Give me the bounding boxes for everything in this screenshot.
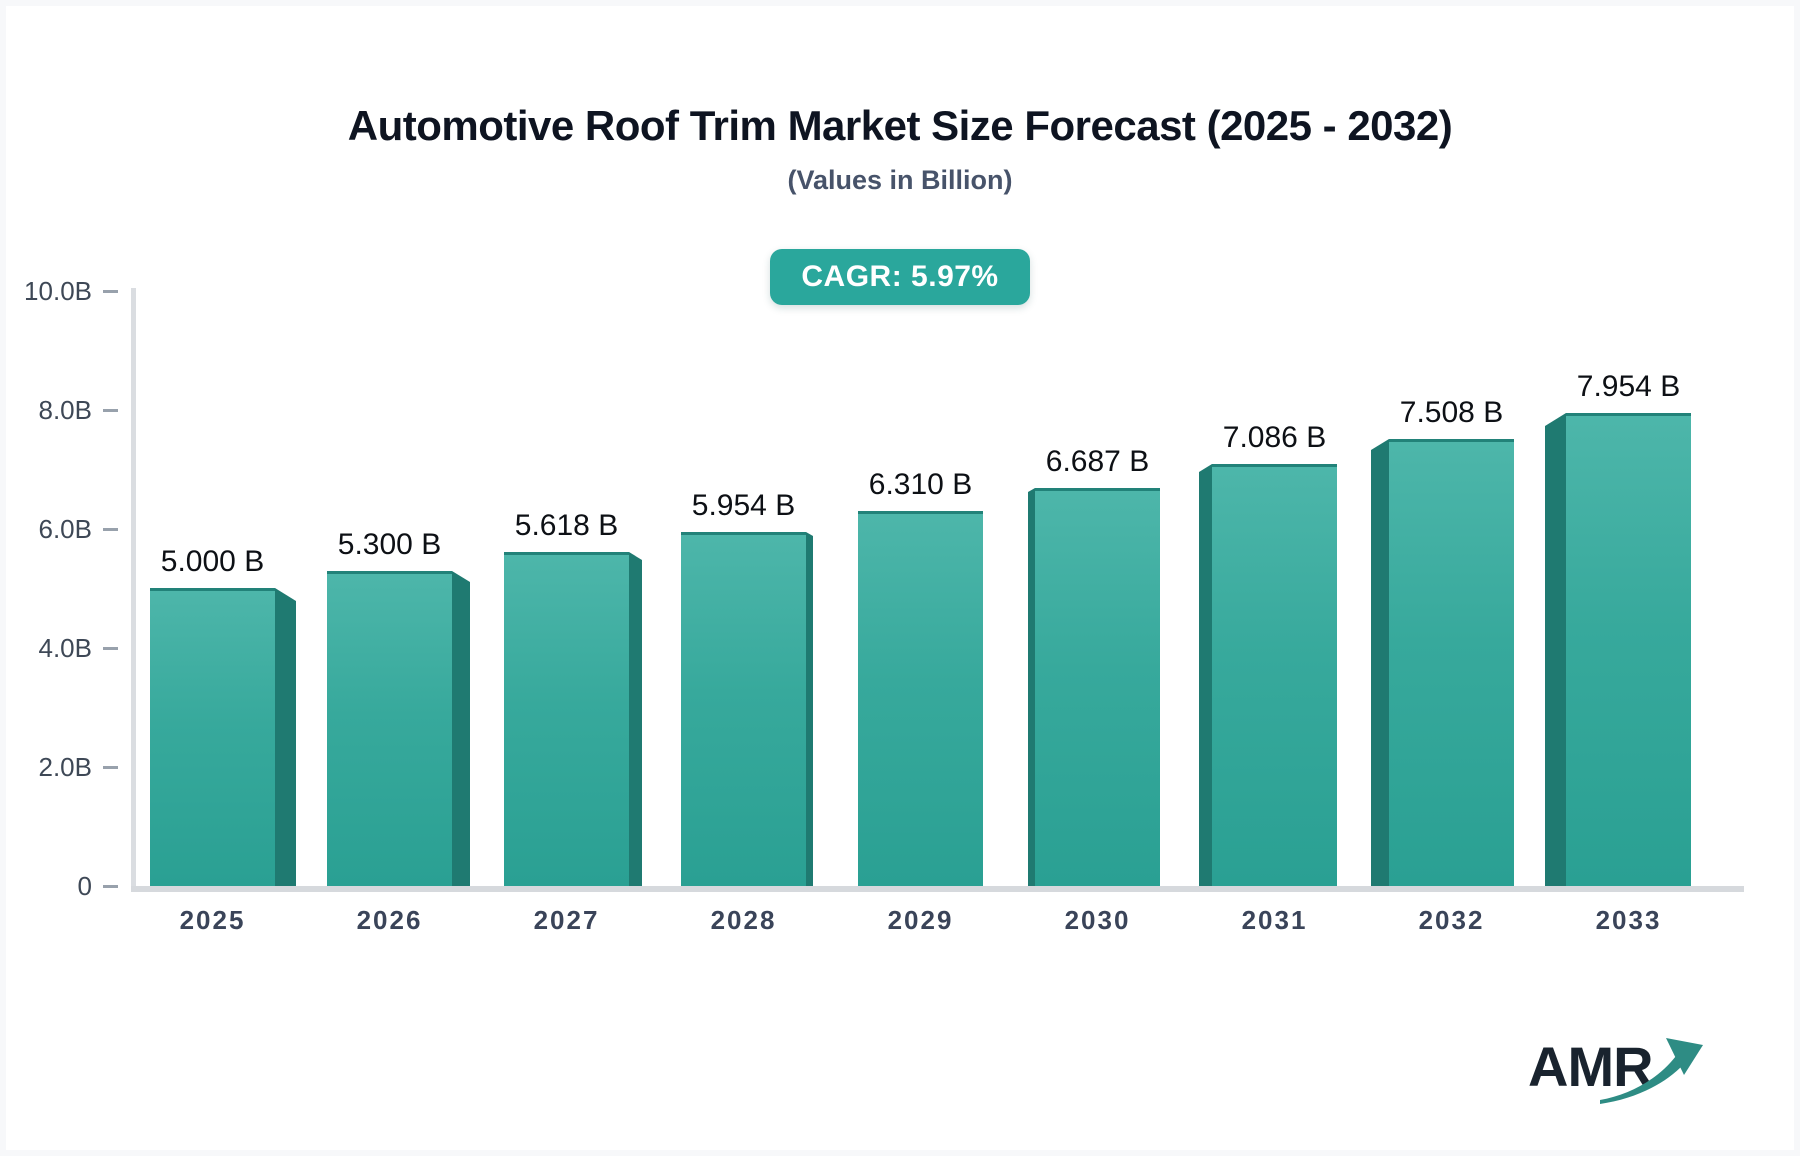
amr-logo-text: AMR <box>1528 1035 1654 1098</box>
x-axis-label: 2025 <box>179 905 246 935</box>
x-axis-label: 2026 <box>356 905 423 935</box>
y-axis-tick <box>103 290 118 293</box>
bar-face <box>858 511 983 886</box>
y-axis-tick <box>103 409 118 412</box>
y-axis-tick <box>103 528 118 531</box>
x-axis-label: 2031 <box>1241 905 1308 935</box>
bar-value-label: 5.300 B <box>337 528 442 561</box>
bar-side-panel <box>452 571 470 886</box>
bar-face <box>1566 413 1691 886</box>
y-axis-label: 6.0B <box>38 514 93 544</box>
bar-value-label: 5.954 B <box>691 489 796 522</box>
y-axis-label: 8.0B <box>38 395 93 425</box>
y-axis-line <box>131 288 136 892</box>
x-axis-label: 2028 <box>710 905 777 935</box>
bar-side-panel <box>1371 439 1389 886</box>
bar-face <box>150 588 275 886</box>
y-axis-label: 4.0B <box>38 633 93 663</box>
y-axis-tick <box>103 885 118 888</box>
bar-value-label: 6.687 B <box>1045 445 1150 478</box>
bar-value-label: 7.508 B <box>1399 396 1504 429</box>
y-axis-tick <box>103 647 118 650</box>
bar-side-panel <box>1028 488 1035 886</box>
y-axis-label: 0 <box>77 871 92 901</box>
bar-value-label: 7.954 B <box>1576 370 1681 403</box>
amr-logo: AMR <box>1500 1030 1730 1120</box>
bar-face <box>327 571 452 886</box>
bar-face <box>1035 488 1160 886</box>
x-axis-baseline <box>131 886 1744 892</box>
cagr-badge-row: CAGR: 5.97% <box>0 249 1800 305</box>
bar-value-label: 6.310 B <box>868 468 973 501</box>
x-axis-label: 2032 <box>1418 905 1485 935</box>
y-axis-tick <box>103 766 118 769</box>
bar-side-panel <box>629 552 642 886</box>
bar-value-label: 5.000 B <box>160 545 265 578</box>
chart-title: Automotive Roof Trim Market Size Forecas… <box>347 102 1453 149</box>
bar-side-panel <box>806 532 813 886</box>
bar-side-panel <box>275 588 296 886</box>
bar-side-panel <box>1199 464 1212 886</box>
cagr-badge: CAGR: 5.97% <box>770 249 1030 305</box>
bar-face <box>681 532 806 886</box>
bar-face <box>504 552 629 886</box>
x-axis-label: 2029 <box>887 905 954 935</box>
y-axis-label: 10.0B <box>24 276 92 306</box>
bar-face <box>1212 464 1337 886</box>
x-axis-label: 2030 <box>1064 905 1131 935</box>
bar-value-label: 7.086 B <box>1222 421 1327 454</box>
x-axis-label: 2027 <box>533 905 600 935</box>
bar-side-panel <box>1545 413 1566 886</box>
chart-subtitle: (Values in Billion) <box>787 165 1013 195</box>
bar-value-label: 5.618 B <box>514 509 619 542</box>
growth-arrow-icon <box>1600 1038 1703 1104</box>
bar-face <box>1389 439 1514 886</box>
y-axis-label: 2.0B <box>38 752 93 782</box>
x-axis-label: 2033 <box>1595 905 1662 935</box>
